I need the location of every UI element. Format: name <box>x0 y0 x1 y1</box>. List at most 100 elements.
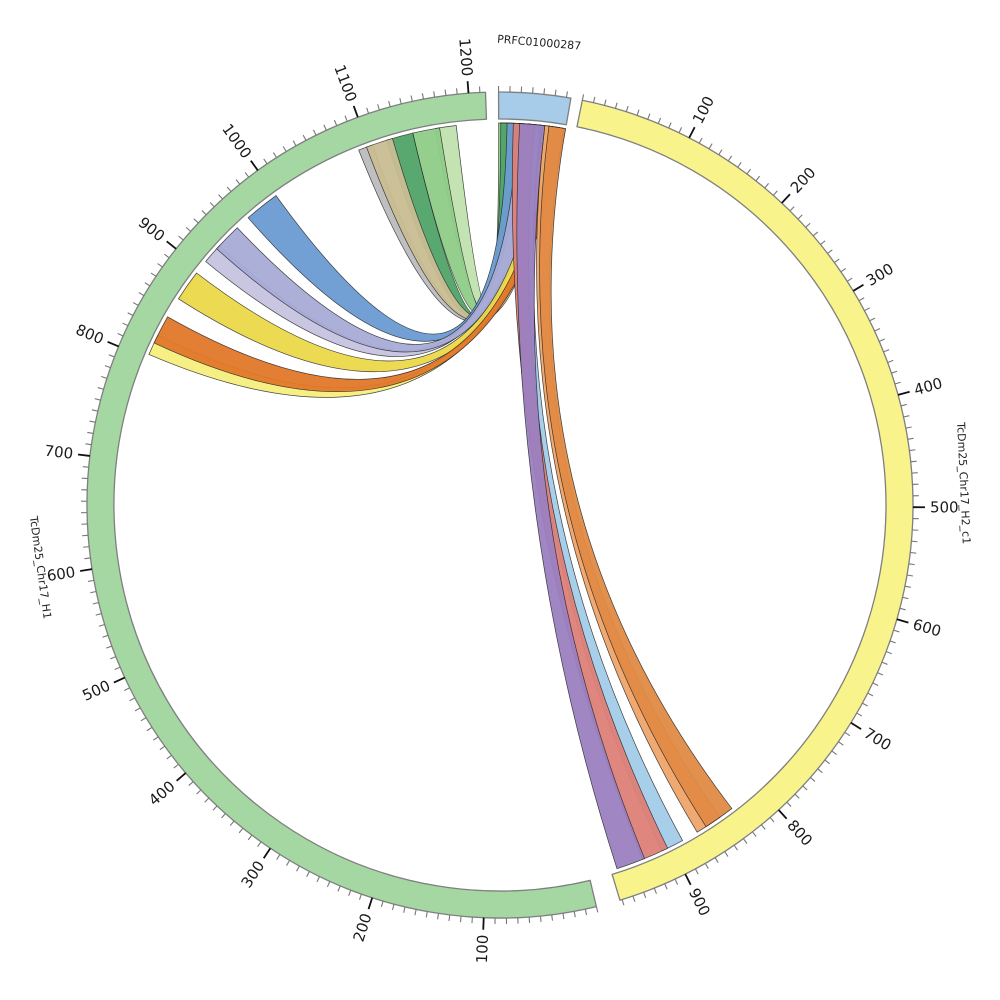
minor-tick-TcDm25_Chr17_H1 <box>326 881 331 888</box>
major-tick-TcDm25_Chr17_H2_c1 <box>777 809 788 820</box>
minor-tick-TcDm25_Chr17_H1 <box>333 119 338 126</box>
minor-tick-TcDm25_Chr17_H2_c1 <box>899 607 906 611</box>
minor-tick-TcDm25_Chr17_H1 <box>312 129 317 136</box>
minor-tick-TcDm25_Chr17_H2_c1 <box>742 838 748 844</box>
minor-tick-TcDm25_Chr17_H2_c1 <box>789 206 795 212</box>
minor-tick-TcDm25_Chr17_H1 <box>196 789 202 795</box>
minor-tick-TcDm25_Chr17_H1 <box>348 889 352 896</box>
major-tick-TcDm25_Chr17_H1 <box>113 676 126 684</box>
major-tick-TcDm25_Chr17_H2_c1 <box>896 618 909 624</box>
minor-tick-PRFC01000287 <box>554 89 557 96</box>
minor-tick-TcDm25_Chr17_H2_c1 <box>678 127 683 134</box>
minor-tick-TcDm25_Chr17_H1 <box>204 797 210 803</box>
tick-label-TcDm25_Chr17_H2_c1-800: 800 <box>783 816 816 849</box>
minor-tick-TcDm25_Chr17_H2_c1 <box>760 824 766 830</box>
segment-name-TcDm25_Chr17_H2_c1: TcDm25_Chr17_H2_c1 <box>954 421 973 545</box>
minor-tick-TcDm25_Chr17_H1 <box>193 218 199 224</box>
minor-tick-TcDm25_Chr17_H2_c1 <box>614 102 618 109</box>
minor-tick-TcDm25_Chr17_H2_c1 <box>874 327 881 332</box>
minor-tick-TcDm25_Chr17_H2_c1 <box>810 777 816 782</box>
minor-tick-TcDm25_Chr17_H1 <box>444 89 447 96</box>
minor-tick-TcDm25_Chr17_H1 <box>89 420 96 423</box>
minor-tick-TcDm25_Chr17_H2_c1 <box>827 249 833 254</box>
minor-tick-TcDm25_Chr17_H1 <box>257 841 262 848</box>
minor-tick-TcDm25_Chr17_H2_c1 <box>668 122 672 129</box>
tick-label-TcDm25_Chr17_H2_c1-100: 100 <box>689 93 718 127</box>
tick-label-TcDm25_Chr17_H1-100: 100 <box>473 934 492 963</box>
minor-tick-TcDm25_Chr17_H2_c1 <box>714 857 719 863</box>
minor-tick-TcDm25_Chr17_H1 <box>247 834 253 841</box>
minor-tick-TcDm25_Chr17_H1 <box>209 202 215 208</box>
major-tick-TcDm25_Chr17_H1 <box>107 340 120 348</box>
minor-tick-TcDm25_Chr17_H1 <box>114 666 121 671</box>
minor-tick-TcDm25_Chr17_H1 <box>106 645 113 649</box>
minor-tick-TcDm25_Chr17_H2_c1 <box>889 640 896 644</box>
minor-tick-TcDm25_Chr17_H2_c1 <box>643 892 647 899</box>
major-tick-TcDm25_Chr17_H2_c1 <box>852 283 864 292</box>
minor-tick-TcDm25_Chr17_H2_c1 <box>881 661 888 665</box>
minor-tick-TcDm25_Chr17_H1 <box>286 860 291 866</box>
tick-label-TcDm25_Chr17_H2_c1-200: 200 <box>787 164 820 197</box>
minor-tick-TcDm25_Chr17_H1 <box>84 557 91 560</box>
minor-tick-TcDm25_Chr17_H1 <box>403 906 406 913</box>
minor-tick-TcDm25_Chr17_H1 <box>595 906 599 913</box>
minor-tick-TcDm25_Chr17_H1 <box>129 697 136 702</box>
minor-tick-TcDm25_Chr17_H2_c1 <box>752 831 757 837</box>
minor-tick-TcDm25_Chr17_H1 <box>302 134 307 141</box>
minor-tick-TcDm25_Chr17_H2_c1 <box>911 540 918 543</box>
minor-tick-TcDm25_Chr17_H1 <box>102 634 109 638</box>
minor-tick-TcDm25_Chr17_H1 <box>366 107 370 114</box>
minor-tick-TcDm25_Chr17_H2_c1 <box>764 183 770 189</box>
minor-tick-TcDm25_Chr17_H2_c1 <box>786 801 792 807</box>
tick-label-TcDm25_Chr17_H1-700: 700 <box>44 442 75 463</box>
minor-tick-TcDm25_Chr17_H1 <box>101 376 108 379</box>
minor-tick-TcDm25_Chr17_H2_c1 <box>769 817 775 823</box>
minor-tick-TcDm25_Chr17_H2_c1 <box>772 190 778 196</box>
minor-tick-TcDm25_Chr17_H2_c1 <box>674 878 679 885</box>
segment-band-TcDm25_Chr17_H2_c1 <box>576 99 914 901</box>
tick-label-TcDm25_Chr17_H1-300: 300 <box>238 857 269 891</box>
minor-tick-TcDm25_Chr17_H1 <box>226 186 232 192</box>
minor-tick-TcDm25_Chr17_H2_c1 <box>653 887 657 894</box>
minor-tick-TcDm25_Chr17_H1 <box>108 354 115 358</box>
minor-tick-TcDm25_Chr17_H2_c1 <box>820 240 826 245</box>
segment-name-PRFC01000287: PRFC01000287 <box>497 33 582 53</box>
minor-tick-TcDm25_Chr17_H2_c1 <box>903 415 910 418</box>
minor-tick-TcDm25_Chr17_H1 <box>292 140 297 147</box>
minor-tick-TcDm25_Chr17_H2_c1 <box>910 460 917 463</box>
minor-tick-TcDm25_Chr17_H2_c1 <box>797 214 803 220</box>
minor-tick-TcDm25_Chr17_H1 <box>83 546 90 548</box>
minor-tick-TcDm25_Chr17_H1 <box>132 302 139 306</box>
minor-tick-TcDm25_Chr17_H1 <box>306 871 310 877</box>
minor-tick-TcDm25_Chr17_H2_c1 <box>910 551 917 554</box>
minor-tick-TcDm25_Chr17_H1 <box>117 333 124 337</box>
minor-tick-TcDm25_Chr17_H2_c1 <box>817 768 823 774</box>
minor-tick-TcDm25_Chr17_H2_c1 <box>877 672 884 676</box>
minor-tick-TcDm25_Chr17_H2_c1 <box>902 596 909 600</box>
minor-tick-TcDm25_Chr17_H1 <box>456 88 458 95</box>
tick-label-TcDm25_Chr17_H2_c1-700: 700 <box>861 724 895 754</box>
minor-tick-TcDm25_Chr17_H1 <box>92 602 99 605</box>
minor-tick-TcDm25_Chr17_H1 <box>159 745 166 751</box>
minor-tick-TcDm25_Chr17_H1 <box>399 98 402 105</box>
minor-tick-TcDm25_Chr17_H2_c1 <box>891 370 898 374</box>
minor-tick-TcDm25_Chr17_H2_c1 <box>632 895 636 902</box>
minor-tick-TcDm25_Chr17_H1 <box>140 717 147 722</box>
minor-tick-TcDm25_Chr17_H1 <box>144 282 151 287</box>
minor-tick-TcDm25_Chr17_H1 <box>388 100 391 107</box>
minor-tick-TcDm25_Chr17_H1 <box>85 443 92 446</box>
major-tick-TcDm25_Chr17_H1 <box>80 568 93 572</box>
minor-tick-TcDm25_Chr17_H2_c1 <box>867 692 874 697</box>
minor-tick-TcDm25_Chr17_H1 <box>218 194 223 200</box>
minor-tick-TcDm25_Chr17_H1 <box>448 914 451 921</box>
minor-tick-TcDm25_Chr17_H1 <box>584 908 588 916</box>
minor-tick-TcDm25_Chr17_H2_c1 <box>906 574 914 577</box>
major-tick-TcDm25_Chr17_H2_c1 <box>897 390 910 396</box>
minor-tick-TcDm25_Chr17_H1 <box>201 210 207 216</box>
minor-tick-TcDm25_Chr17_H1 <box>134 707 141 712</box>
minor-tick-TcDm25_Chr17_H2_c1 <box>625 105 629 112</box>
minor-tick-TcDm25_Chr17_H2_c1 <box>794 793 800 799</box>
minor-tick-TcDm25_Chr17_H2_c1 <box>657 117 662 124</box>
